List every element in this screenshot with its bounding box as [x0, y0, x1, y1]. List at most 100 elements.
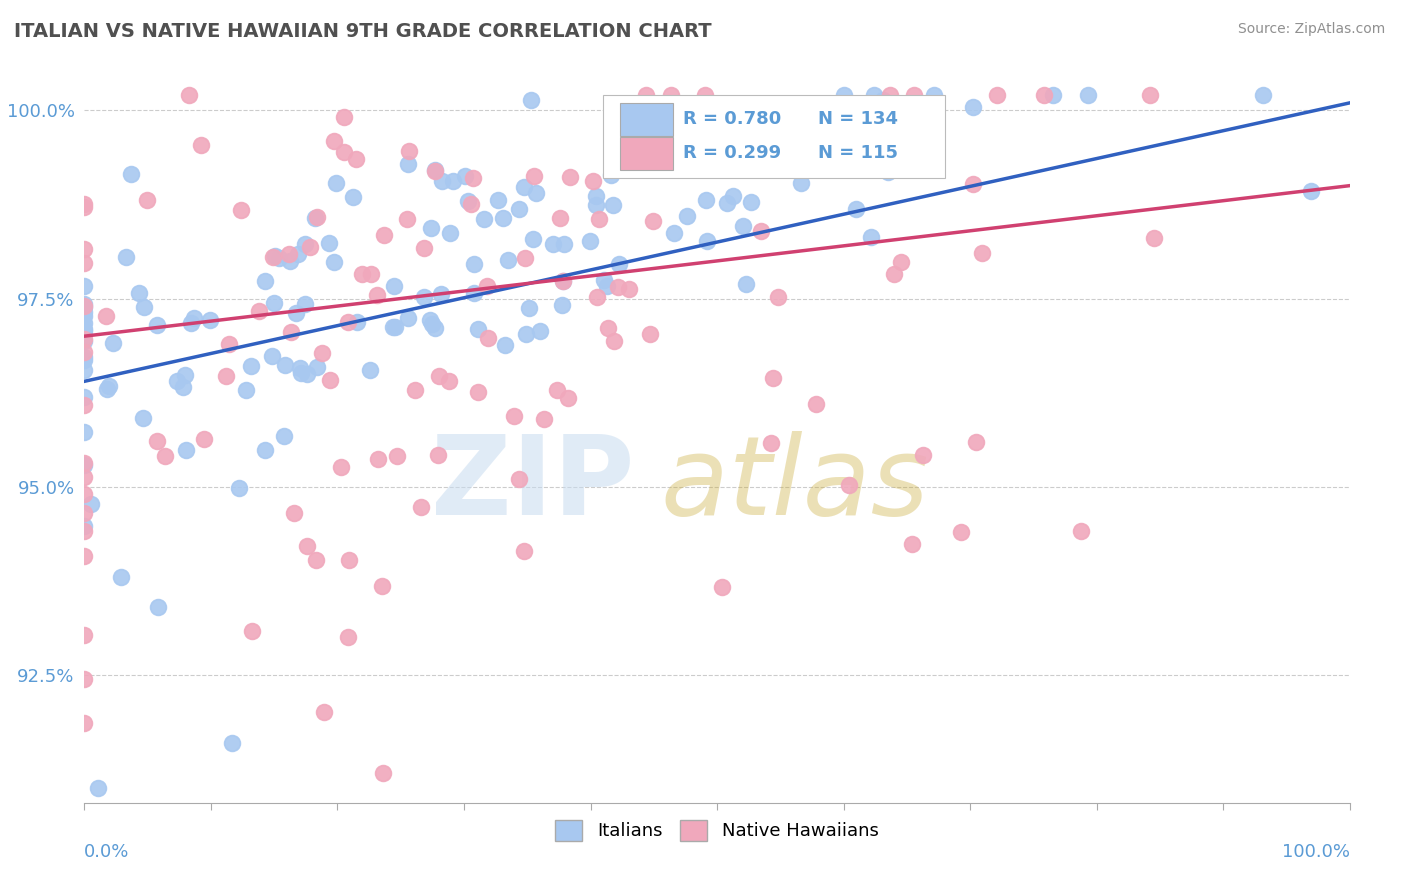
Point [1142, 231, 1164, 245]
Point [1032, 88, 1054, 103]
Point [790, 176, 813, 190]
Point [634, 88, 657, 103]
Point [662, 226, 685, 240]
Point [541, 237, 564, 252]
Point [294, 236, 316, 251]
Point [420, 317, 443, 331]
Point [285, 305, 308, 319]
Point [659, 88, 682, 103]
Point [606, 279, 628, 293]
Point [517, 301, 540, 315]
Point [73, 350, 96, 364]
Point [721, 189, 744, 203]
Point [373, 228, 395, 243]
Point [73, 200, 96, 214]
Point [73, 470, 96, 484]
Text: N = 115: N = 115 [818, 145, 898, 162]
Point [73, 353, 96, 368]
Point [430, 174, 453, 188]
Point [965, 435, 987, 450]
Point [631, 138, 654, 153]
Point [333, 145, 356, 160]
Point [703, 153, 725, 167]
Point [439, 227, 461, 241]
Point [332, 110, 354, 124]
Point [114, 250, 136, 264]
Point [592, 273, 614, 287]
Point [73, 242, 96, 256]
Point [73, 628, 96, 642]
Point [295, 539, 318, 553]
Point [290, 367, 312, 381]
Point [477, 331, 499, 345]
Point [382, 278, 405, 293]
Point [467, 322, 489, 336]
Point [641, 160, 664, 174]
Point [578, 235, 600, 249]
Text: R = 0.780: R = 0.780 [683, 111, 782, 128]
Point [553, 274, 575, 288]
Point [73, 425, 96, 439]
Point [502, 409, 524, 423]
Point [827, 125, 849, 139]
Point [710, 580, 733, 594]
Point [1253, 88, 1275, 103]
Point [172, 380, 194, 394]
Point [96, 310, 118, 324]
Point [274, 358, 297, 372]
Point [548, 211, 571, 225]
Point [413, 241, 436, 255]
Point [73, 332, 96, 346]
Point [371, 579, 394, 593]
Point [247, 303, 270, 318]
Point [262, 250, 284, 264]
Point [73, 296, 96, 310]
Point [922, 88, 945, 103]
Point [350, 268, 373, 282]
Point [73, 506, 96, 520]
Point [588, 212, 610, 227]
Point [427, 369, 450, 384]
Point [323, 255, 346, 269]
Point [845, 202, 868, 216]
Point [413, 290, 436, 304]
Point [307, 210, 329, 224]
Point [762, 370, 785, 384]
Point [253, 442, 276, 457]
Point [911, 448, 934, 462]
Point [342, 190, 364, 204]
Point [305, 359, 328, 374]
Point [146, 600, 169, 615]
Point [229, 203, 252, 218]
Point [240, 624, 263, 638]
Point [883, 267, 905, 281]
Point [758, 105, 780, 120]
Point [87, 780, 110, 795]
Point [336, 315, 359, 329]
Point [73, 299, 96, 313]
Point [73, 334, 96, 349]
Point [522, 169, 544, 183]
Text: Source: ZipAtlas.com: Source: ZipAtlas.com [1237, 22, 1385, 37]
Point [278, 254, 301, 268]
Point [804, 397, 827, 411]
Point [520, 93, 543, 107]
Point [524, 186, 547, 201]
Point [529, 324, 551, 338]
Point [96, 382, 118, 396]
Point [263, 295, 285, 310]
Point [262, 349, 284, 363]
Point [890, 254, 912, 268]
Point [73, 279, 96, 293]
Point [385, 449, 408, 463]
Point [553, 236, 575, 251]
Point [312, 706, 335, 720]
Point [73, 300, 96, 314]
Legend: Italians, Native Hawaiians: Italians, Native Hawaiians [548, 813, 886, 848]
Point [329, 459, 352, 474]
Point [1042, 88, 1064, 103]
Point [437, 374, 460, 388]
Point [193, 432, 215, 446]
Point [174, 368, 197, 383]
Point [740, 195, 762, 210]
